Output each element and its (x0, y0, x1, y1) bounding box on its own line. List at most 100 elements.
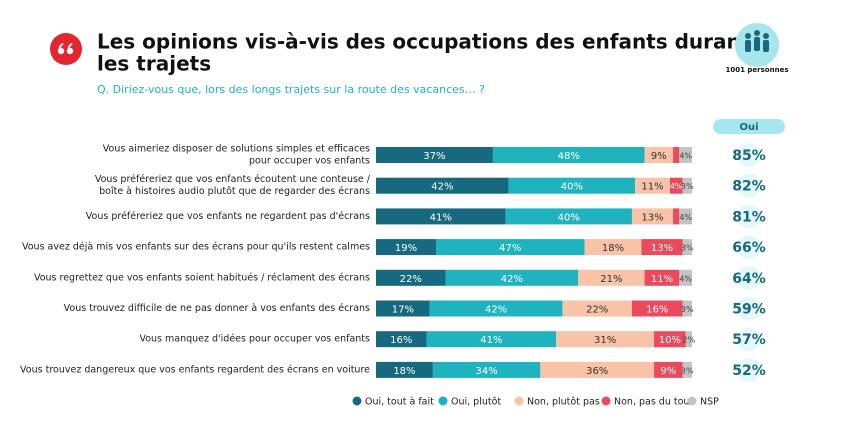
oui-value: 59% (732, 302, 766, 318)
legend-marker (601, 396, 611, 406)
bar-segment (432, 361, 541, 378)
legend-marker (438, 396, 448, 406)
bar-segment (492, 147, 645, 163)
oui-badge (737, 173, 761, 198)
oui-badge (737, 357, 761, 382)
oui-value: 57% (732, 332, 766, 348)
value-label: 41% (430, 212, 452, 223)
oui-badge (737, 235, 761, 260)
category-label: pour occuper vos enfants (249, 156, 370, 167)
oui-value: 52% (732, 363, 766, 379)
bar-segment (508, 177, 636, 194)
value-label: 34% (475, 366, 497, 377)
bar-segment (436, 239, 585, 256)
value-label: 17% (392, 305, 414, 316)
legend-label: Oui, tout à fait (365, 397, 434, 408)
bar-segment (635, 177, 670, 194)
bar-segment (556, 331, 655, 348)
legend-marker (687, 396, 697, 406)
oui-header: Oui (739, 122, 758, 133)
oui-header-pill (713, 119, 785, 134)
category-label: Vous préféreriez que vos enfants écouten… (95, 174, 371, 185)
bar-segment (376, 269, 446, 286)
bar-segment (682, 239, 692, 256)
chart-title: Les opinions vis-à-vis des occupations d… (97, 30, 751, 54)
oui-value: 66% (732, 240, 766, 256)
value-label: 42% (485, 305, 507, 316)
bar-segment (679, 147, 692, 163)
oui-badge (737, 204, 761, 229)
bar-segment (540, 361, 655, 378)
category-label: Vous trouvez dangereux que vos enfants r… (20, 364, 370, 375)
value-label: 3% (681, 244, 694, 253)
bar-segment (376, 208, 506, 225)
oui-badge (737, 265, 761, 290)
bar-segment (682, 300, 692, 317)
sample-size: 1001 personnes (726, 66, 789, 74)
value-label: 41% (480, 335, 502, 346)
oui-badge (737, 143, 761, 167)
category-label: Vous manquez d'idées pour occuper vos en… (139, 334, 370, 345)
category-label: Vous préféreriez que vos enfants ne rega… (86, 211, 370, 222)
bar-segment (641, 239, 683, 256)
value-label: 16% (646, 305, 668, 316)
value-label: 4% (679, 213, 692, 222)
bar-segment (673, 208, 680, 225)
bar-segment (654, 331, 686, 348)
value-label: 3% (681, 305, 694, 314)
bar-segment (654, 361, 683, 378)
quote-icon (50, 33, 82, 65)
legend-label: Oui, plutôt (451, 397, 501, 408)
value-label: 37% (423, 151, 445, 162)
value-label: 19% (395, 243, 417, 254)
value-label: 9% (651, 151, 667, 162)
value-label: 31% (594, 335, 616, 346)
bar-segment (682, 361, 692, 378)
value-label: 9% (660, 366, 676, 377)
value-label: 40% (561, 182, 583, 193)
value-label: 3% (681, 366, 694, 375)
oui-badge (737, 327, 761, 352)
bar-segment (584, 239, 642, 256)
value-label: 10% (659, 335, 681, 346)
category-label: Vous regrettez que vos enfants soient ha… (34, 272, 370, 283)
category-label: Vous aimeriez disposer de solutions simp… (103, 144, 370, 155)
bar-segment (376, 331, 427, 348)
bar-segment (644, 269, 680, 286)
value-label: 4% (679, 152, 692, 161)
bar-segment (682, 177, 692, 194)
value-label: 11% (641, 182, 663, 193)
value-label: 3% (681, 182, 694, 191)
chart-title: les trajets (97, 52, 211, 76)
value-label: 47% (499, 243, 521, 254)
bar-segment (376, 300, 430, 317)
value-label: 21% (600, 274, 622, 285)
bar-segment (644, 147, 674, 163)
bar-segment (376, 147, 493, 163)
legend-label: Non, plutôt pas (527, 397, 600, 408)
value-label: 42% (431, 182, 453, 193)
bar-segment (562, 300, 632, 317)
value-label: 48% (558, 151, 580, 162)
people-figures (745, 30, 769, 52)
bar-segment (679, 208, 692, 225)
value-label: 11% (651, 274, 673, 285)
bar-segment (376, 177, 509, 194)
bar-segment (669, 177, 683, 194)
chart-subtitle: Q. Diriez-vous que, lors des longs traje… (97, 83, 485, 96)
bar-segment (631, 208, 674, 225)
bar-segment (685, 331, 692, 348)
oui-value: 82% (732, 179, 766, 195)
value-label: 18% (602, 243, 624, 254)
value-label: 13% (641, 212, 663, 223)
legend-marker (514, 396, 524, 406)
bar-segment (429, 300, 563, 317)
legend-label: Non, pas du tout (614, 397, 693, 408)
oui-badge (737, 296, 761, 321)
category-label: Vous trouvez difficile de ne pas donner … (64, 303, 370, 314)
bar-segment (631, 300, 683, 317)
category-label: boîte à histoires audio plutôt que de re… (99, 186, 370, 197)
legend-marker (352, 396, 362, 406)
value-label: 4% (670, 182, 683, 191)
bar-segment (376, 239, 437, 256)
